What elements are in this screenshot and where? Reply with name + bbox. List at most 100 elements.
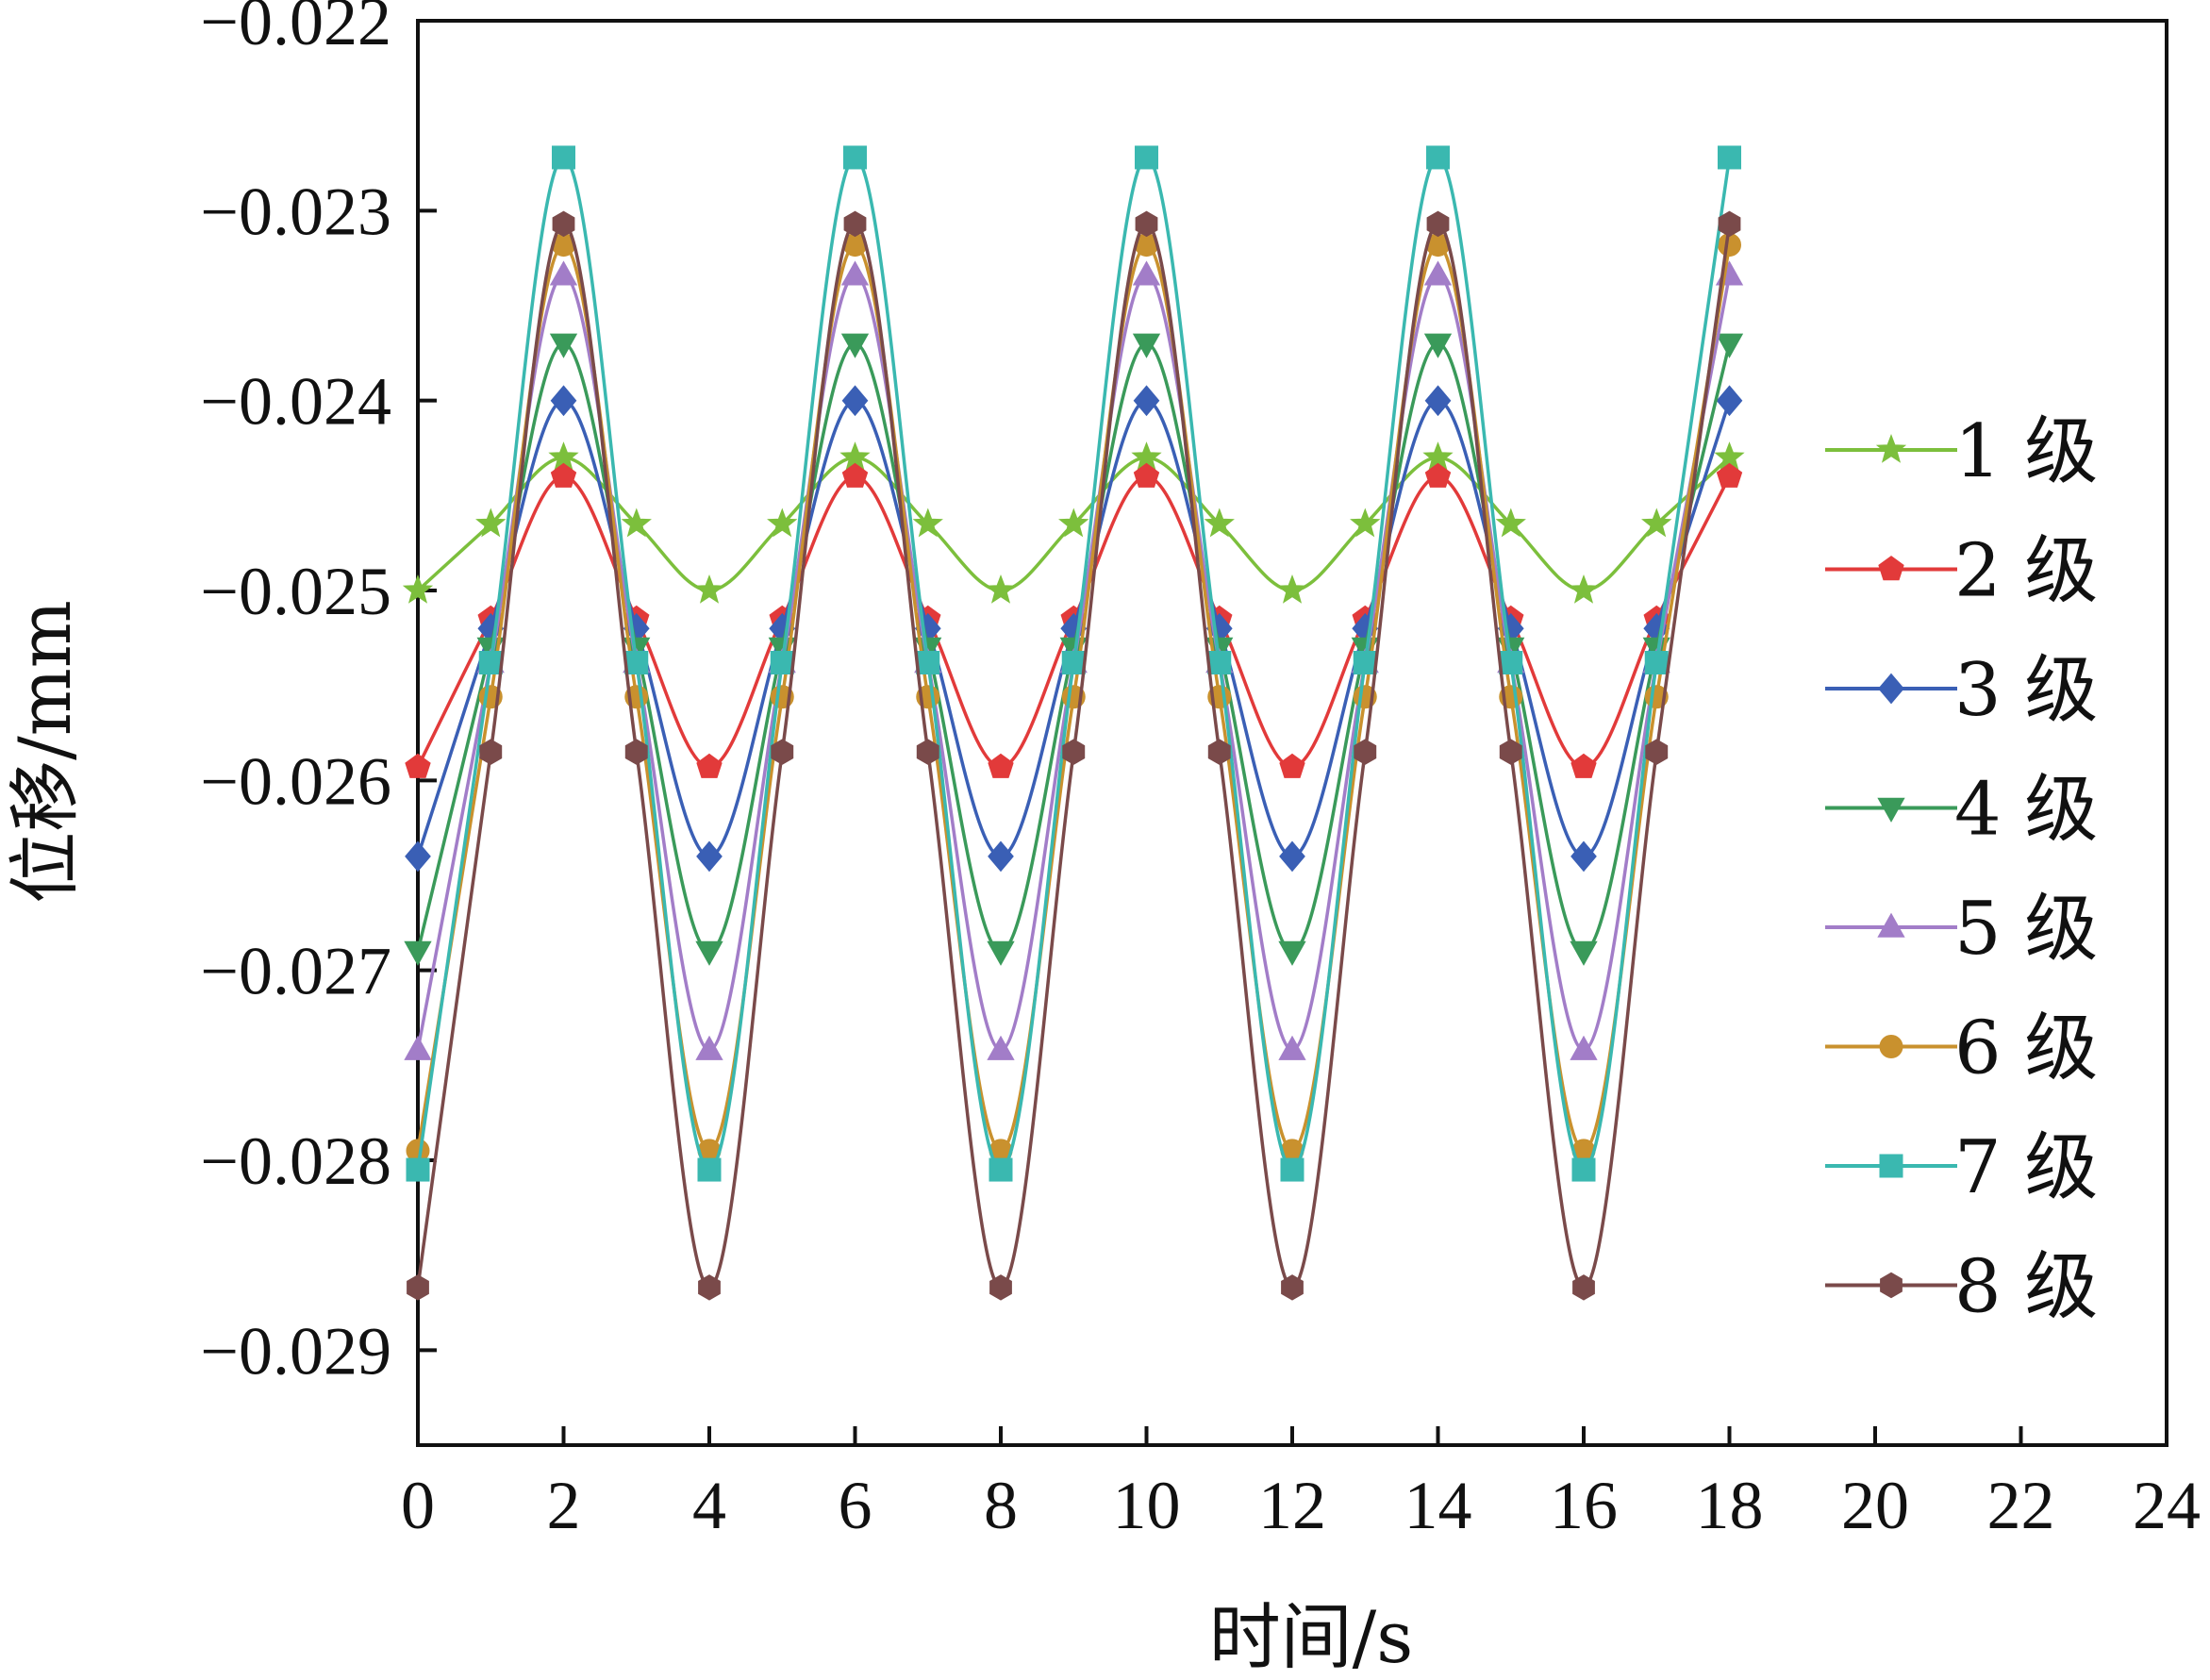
x-tick-label: 16 xyxy=(1550,1468,1618,1543)
data-point xyxy=(696,753,723,778)
legend-label: 2 级 xyxy=(1954,529,2098,614)
data-point xyxy=(695,1035,723,1060)
data-point xyxy=(1570,753,1597,778)
x-tick-label: 18 xyxy=(1696,1468,1764,1543)
data-point xyxy=(1423,333,1453,358)
data-point xyxy=(1133,385,1160,417)
y-axis-title: 位移/mm xyxy=(3,600,87,904)
data-point xyxy=(1279,753,1305,778)
data-point xyxy=(840,260,870,286)
y-tick-label: −0.028 xyxy=(200,1123,391,1199)
data-point xyxy=(478,651,503,675)
legend-item-4: 4 级 xyxy=(1825,768,2098,853)
data-point xyxy=(1570,840,1597,873)
data-point xyxy=(405,753,431,778)
plot-border xyxy=(416,19,2168,1447)
data-point xyxy=(1426,210,1450,238)
data-point xyxy=(985,574,1017,604)
data-point xyxy=(1058,507,1089,538)
legend: 1 级 2 级 3 级 4 级 5 级 6 级 7 级 8 级 xyxy=(1825,409,2098,1330)
plot-frame xyxy=(416,19,2168,1447)
y-axis: −0.022 −0.023 −0.024 −0.025 −0.026 −0.027 −0.0… xyxy=(200,0,437,1389)
legend-marker xyxy=(1877,912,1905,938)
data-point xyxy=(1718,210,1741,238)
data-point xyxy=(1570,1035,1598,1060)
data-point xyxy=(1132,333,1161,358)
data-point xyxy=(1644,651,1669,675)
series-3 xyxy=(405,385,1743,873)
series-8 xyxy=(407,210,1741,1301)
y-tick-label: −0.025 xyxy=(200,554,391,629)
legend-marker xyxy=(1877,797,1905,823)
data-point xyxy=(1133,462,1160,488)
data-point xyxy=(988,840,1014,873)
legend-item-3: 3 级 xyxy=(1825,648,2098,733)
data-point xyxy=(916,651,940,675)
x-axis: 0 2 4 6 8 10 12 14 16 18 20 22 24 xyxy=(401,1426,2201,1543)
data-point xyxy=(916,739,939,765)
x-tick-label: 6 xyxy=(839,1468,872,1543)
data-point xyxy=(1278,1035,1306,1060)
data-point xyxy=(1426,145,1450,170)
data-point xyxy=(549,260,578,286)
data-point xyxy=(552,145,575,170)
y-tick-label: −0.027 xyxy=(200,934,391,1009)
series-7 xyxy=(406,145,1741,1182)
data-point xyxy=(621,507,652,538)
data-point xyxy=(1135,145,1158,170)
data-point xyxy=(549,333,578,358)
x-tick-label: 10 xyxy=(1113,1468,1181,1543)
data-point xyxy=(407,1274,429,1301)
y-tick-label: −0.026 xyxy=(200,743,391,819)
legend-marker xyxy=(1878,673,1904,705)
x-tick-label: 24 xyxy=(2133,1468,2201,1543)
x-tick-label: 12 xyxy=(1258,1468,1326,1543)
y-tick-label: −0.022 xyxy=(200,0,391,59)
data-point xyxy=(1718,145,1741,170)
x-tick-label: 14 xyxy=(1404,1468,1472,1543)
data-point xyxy=(1278,940,1306,966)
x-tick-label: 20 xyxy=(1841,1468,1909,1543)
data-point xyxy=(1571,1157,1596,1182)
data-point xyxy=(1572,1274,1595,1301)
data-point xyxy=(404,940,432,966)
data-point xyxy=(1281,1274,1304,1301)
legend-item-8: 8 级 xyxy=(1825,1245,2098,1330)
data-point xyxy=(1354,739,1377,765)
data-point xyxy=(989,1274,1012,1301)
data-point xyxy=(402,574,434,604)
data-point xyxy=(405,840,431,873)
data-point xyxy=(771,739,794,765)
data-point xyxy=(552,210,575,238)
data-point xyxy=(698,1274,721,1301)
data-point xyxy=(912,507,943,538)
data-point xyxy=(1716,462,1743,488)
legend-item-2: 2 级 xyxy=(1825,529,2098,614)
data-point xyxy=(695,940,723,966)
data-point xyxy=(697,1157,722,1182)
data-point xyxy=(1132,260,1161,286)
data-point xyxy=(1570,940,1598,966)
data-point xyxy=(624,739,648,765)
data-point xyxy=(1424,385,1452,417)
data-point xyxy=(1204,507,1235,538)
data-point xyxy=(1423,260,1453,286)
legend-item-1: 1 级 xyxy=(1825,409,2098,494)
data-point xyxy=(767,507,798,538)
data-point xyxy=(1499,739,1522,765)
data-point xyxy=(1645,739,1669,765)
x-tick-label: 2 xyxy=(547,1468,581,1543)
series-1 xyxy=(402,441,1745,604)
x-tick-label: 4 xyxy=(692,1468,726,1543)
x-axis-title: 时间/s xyxy=(1209,1595,1414,1679)
legend-label: 6 级 xyxy=(1954,1006,2098,1091)
data-point xyxy=(1276,574,1308,604)
data-point xyxy=(1350,507,1381,538)
data-point xyxy=(406,1157,430,1182)
data-point xyxy=(1495,507,1526,538)
data-point xyxy=(841,385,869,417)
series-layer xyxy=(402,145,1745,1301)
data-point xyxy=(1207,651,1232,675)
data-point xyxy=(841,462,869,488)
